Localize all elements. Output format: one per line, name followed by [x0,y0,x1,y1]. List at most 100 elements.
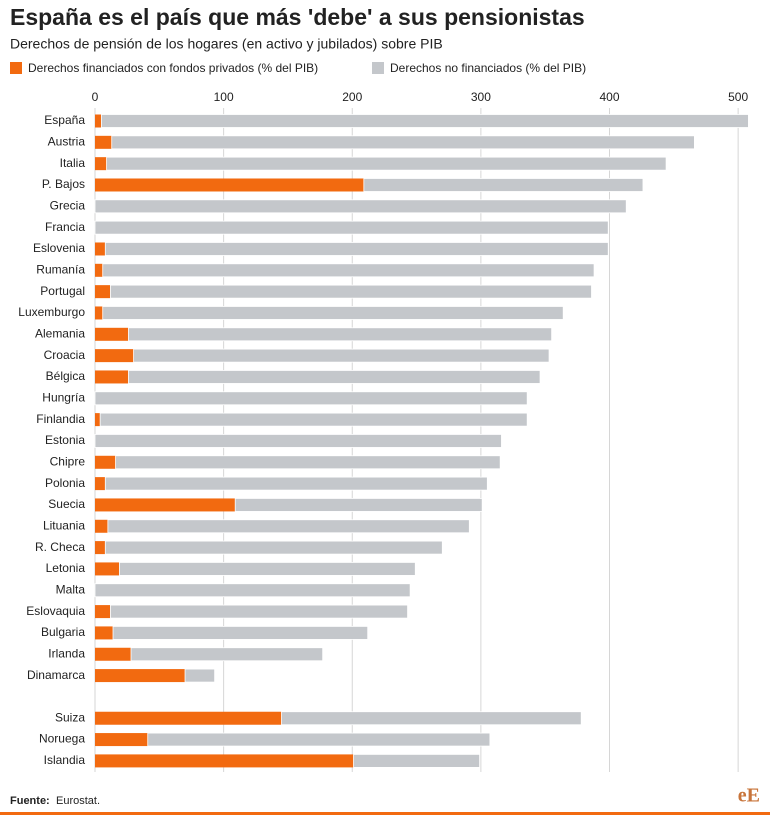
category-label: Portugal [40,284,85,298]
category-label: Lituania [43,518,85,532]
category-label: Francia [45,220,85,234]
bar-segment [95,669,186,683]
bar-segment [95,647,132,661]
bar-segment [94,434,502,448]
bar-segment [95,285,111,299]
x-tick-label: 100 [214,90,234,104]
bar-segment [95,263,103,277]
category-label: Bélgica [46,369,86,383]
chart-subtitle: Derechos de pensión de los hogares (en a… [10,36,443,52]
bar-segment [363,178,644,192]
bar-segment [112,626,369,640]
category-label: Finlandia [36,412,85,426]
bar-segment [147,732,491,747]
bar-segment [95,114,102,128]
legend-label: Derechos no financiados (% del PIB) [390,61,586,75]
category-label: Bulgaria [41,625,85,639]
source-label: Fuente: [10,795,50,807]
bar-segment [95,711,282,725]
category-label: Noruega [39,732,85,746]
bar-segment [99,412,528,427]
legend-swatch [372,62,384,74]
bar-segment [353,754,480,768]
x-tick-label: 200 [342,90,362,104]
category-label: Polonia [45,476,85,490]
bar-segment [95,733,148,747]
bar-segment [104,540,443,555]
bar-segment [130,647,324,662]
bar-segment [110,284,592,299]
category-label: Italia [60,156,86,170]
legend-label: Derechos financiados con fondos privados… [28,61,318,75]
bar-segment [106,156,667,171]
bar-segment [95,605,111,619]
x-tick-label: 300 [471,90,491,104]
bar-segment [102,306,564,320]
bar-segment [95,306,103,320]
category-label: Islandia [44,753,86,767]
bar-segment [95,562,120,576]
footer-rule [0,812,770,815]
category-label: Suiza [55,710,85,724]
bar-segment [104,476,488,491]
bar-segment [95,541,106,555]
bar-segment [94,391,528,406]
bar-segment [95,519,108,533]
category-label: Irlanda [48,646,85,660]
bar-segment [94,199,627,214]
category-label: Grecia [50,198,86,212]
category-label: Letonia [46,561,86,575]
bar-segment [95,157,107,171]
bar-segment [95,413,101,427]
bar-segment [234,498,483,512]
bar-segment [104,242,609,256]
chart-title: España es el país que más 'debe' a sus p… [10,4,585,30]
bar-segment [128,370,541,384]
bar-segment [95,498,236,512]
bar-segment [95,626,114,640]
category-label: Croacia [44,348,86,362]
bar-segment [281,711,582,726]
bar-segment [110,604,408,619]
bar-segment [133,348,550,363]
category-label: Suecia [48,497,85,511]
bar-segment [102,263,595,278]
category-label: España [44,113,85,127]
bar-segment [107,519,470,534]
logo: eE [738,785,760,807]
bar-segment [95,327,129,341]
category-label: Malta [56,582,86,596]
bar-segment [128,327,553,342]
category-label: R. Checa [35,540,85,554]
category-label: Eslovenia [33,241,85,255]
category-label: Rumanía [36,262,85,276]
bar-segment [184,668,216,683]
bar-segment [111,135,695,150]
category-label: Dinamarca [27,668,85,682]
category-label: Chipre [50,454,86,468]
x-tick-label: 400 [599,90,619,104]
bar-segment [95,477,106,491]
bar-segment [94,220,609,235]
bar-segment [115,455,501,470]
category-label: P. Bajos [42,177,85,191]
source: Eurostat. [56,795,100,807]
legend-swatch [10,62,22,74]
x-tick-label: 0 [92,90,99,104]
category-label: Estonia [45,433,85,447]
category-label: Alemania [35,326,85,340]
bar-segment [95,135,112,149]
bar-segment [95,455,116,469]
bar-segment [95,178,364,192]
category-label: Hungría [42,390,85,404]
bar-segment [95,349,134,363]
bar-segment [95,242,106,256]
category-label: Luxemburgo [18,305,85,319]
x-tick-label: 500 [728,90,748,104]
bar-segment [101,114,749,128]
category-label: Eslovaquia [26,604,85,618]
bar-segment [119,562,416,576]
bar-segment [95,754,354,768]
bar-segment [95,370,129,384]
